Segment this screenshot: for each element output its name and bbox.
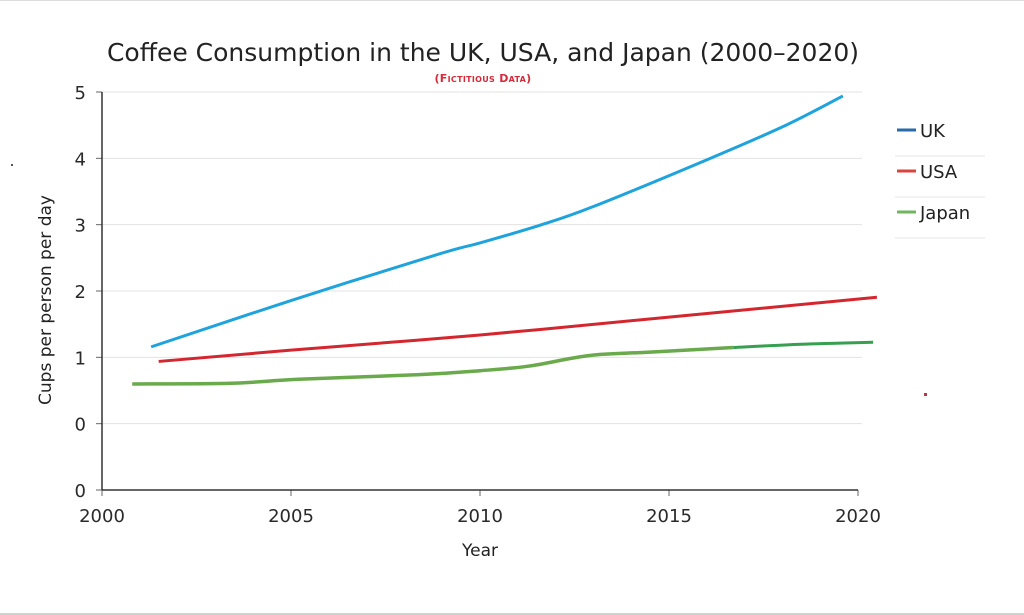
gridlines	[102, 91, 862, 425]
y-tick-label: 1	[75, 348, 86, 369]
artifact-dot	[924, 393, 927, 396]
frame-top-border	[0, 0, 1024, 1]
frame-bottom-border	[0, 613, 1024, 615]
chart-subtitle: (Fictitious Data)	[434, 72, 531, 85]
legend-label-uk: UK	[920, 121, 946, 142]
y-axis-label: Cups per person per day	[36, 195, 56, 405]
y-tick-label: 0	[75, 415, 86, 436]
x-tick-label: 2015	[646, 506, 692, 527]
y-tick-label: 4	[75, 149, 86, 170]
y-tick-label: 0	[75, 481, 86, 502]
series-lines	[132, 94, 878, 386]
legend: UK USA Japan	[895, 121, 985, 239]
x-tick-label: 2010	[457, 506, 503, 527]
artifact-dot	[11, 164, 13, 166]
series-line-japan-late	[733, 340, 874, 350]
y-tick-label: 3	[75, 216, 86, 237]
x-tick-label: 2000	[79, 506, 125, 527]
legend-label-usa: USA	[920, 162, 958, 183]
series-line-usa	[158, 295, 878, 363]
y-tick-label: 5	[75, 83, 86, 104]
y-axis-ticks: 5 4 3 2 1 0 0	[75, 83, 102, 502]
series-line-japan	[132, 345, 734, 386]
chart-title: Coffee Consumption in the UK, USA, and J…	[107, 38, 859, 67]
x-axis-ticks: 2000 2005 2010 2015 2020	[79, 490, 881, 527]
series-line-uk	[150, 94, 844, 349]
x-tick-label: 2020	[835, 506, 881, 527]
x-axis-label: Year	[461, 541, 498, 561]
x-tick-label: 2005	[268, 506, 314, 527]
legend-label-japan: Japan	[919, 203, 970, 224]
y-tick-label: 2	[75, 282, 86, 303]
